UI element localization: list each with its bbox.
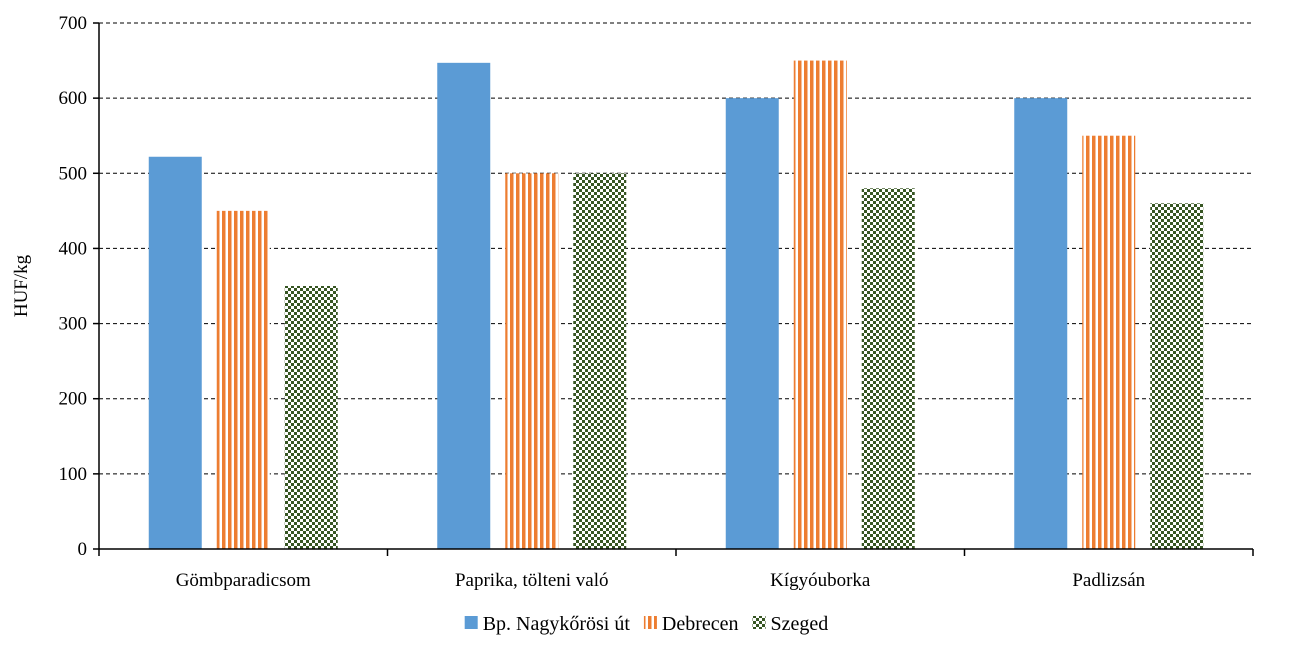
- legend-label: Szeged: [771, 613, 829, 635]
- ticks: 0 100 200 300 400 500 600 700 Gömbparadicsom Papr…: [59, 13, 1254, 591]
- y-tick-label: 500: [59, 163, 88, 184]
- bar-bp-nagyk-r-si-t-0: [148, 156, 202, 550]
- bar-debrecen-3: [1082, 135, 1136, 549]
- bar-szeged-2: [861, 188, 915, 550]
- y-tick-label: 700: [59, 13, 88, 34]
- x-category-label: Paprika, tölteni való: [455, 570, 609, 591]
- y-axis-title: HUF/kg: [11, 254, 32, 317]
- bar-bp-nagyk-r-si-t-1: [437, 62, 491, 549]
- bar-bp-nagyk-r-si-t-3: [1014, 98, 1068, 550]
- legend-swatch: [643, 616, 657, 629]
- legend-swatch: [752, 616, 766, 629]
- legend-label: Debrecen: [662, 613, 739, 635]
- legend-swatch: [464, 616, 478, 629]
- x-category-label: Kígyóuborka: [770, 570, 871, 591]
- bar-szeged-3: [1150, 203, 1204, 550]
- y-tick-label: 300: [59, 314, 88, 335]
- y-tick-label: 400: [59, 238, 88, 259]
- y-tick-label: 200: [59, 389, 88, 410]
- bar-debrecen-0: [216, 210, 270, 549]
- y-tick-label: 600: [59, 88, 88, 109]
- y-tick-label: 0: [78, 539, 88, 560]
- bar-szeged-0: [284, 286, 338, 549]
- legend-label: Bp. Nagykőrösi út: [483, 613, 631, 635]
- bar-szeged-1: [573, 173, 627, 550]
- bar-debrecen-1: [505, 173, 559, 550]
- x-category-label: Padlizsán: [1072, 570, 1145, 591]
- x-category-label: Gömbparadicsom: [176, 570, 311, 591]
- axes: [98, 23, 1253, 550]
- bar-bp-nagyk-r-si-t-2: [725, 98, 779, 550]
- gridlines: [99, 22, 1253, 475]
- legend: Bp. Nagykőrösi út Debrecen Szeged: [464, 613, 829, 635]
- y-tick-label: 100: [59, 464, 88, 485]
- bar-debrecen-2: [793, 60, 847, 549]
- bars: [148, 60, 1204, 550]
